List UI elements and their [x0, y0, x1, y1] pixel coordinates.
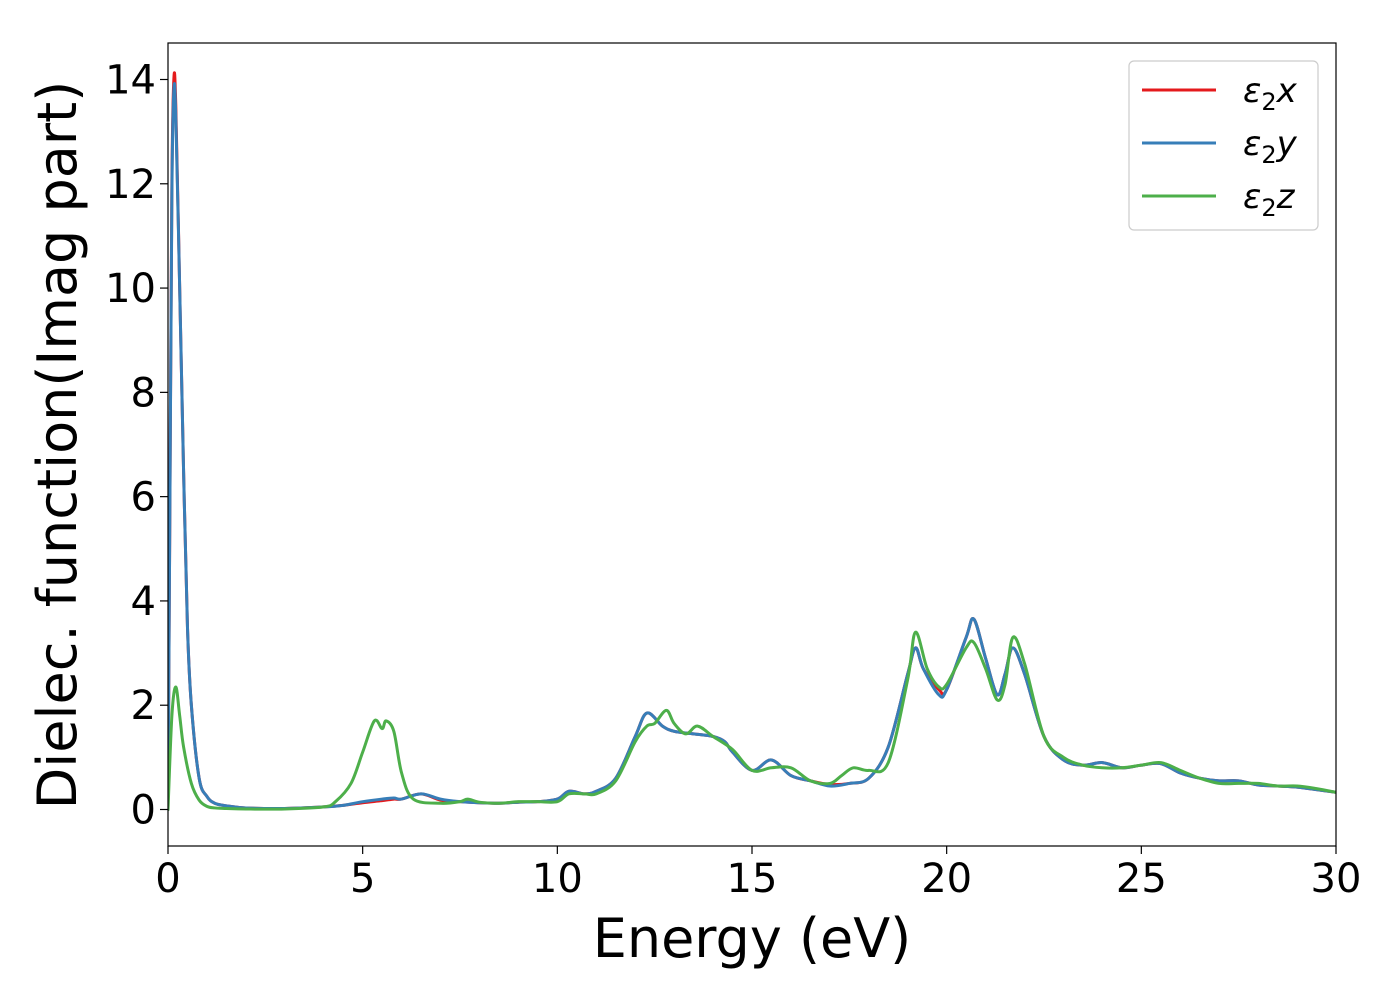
y-axis-title: Dielec. function(Imag part) — [26, 81, 89, 810]
y-tick-label: 8 — [131, 370, 156, 416]
legend-box — [1128, 60, 1319, 231]
legend-label-z: ε2z — [1243, 177, 1296, 222]
x-tick-label: 10 — [532, 856, 583, 902]
y-tick-label: 12 — [105, 162, 156, 208]
x-tick-label: 20 — [921, 856, 972, 902]
legend-label-y: ε2y — [1243, 124, 1298, 169]
y-tick-label: 10 — [105, 266, 156, 312]
y-tick-label: 6 — [131, 475, 156, 521]
y-tick-label: 14 — [105, 58, 156, 104]
y-tick-label: 2 — [131, 683, 156, 729]
series-layer — [168, 71, 1336, 811]
x-tick-label: 0 — [155, 856, 180, 902]
y-axis: 0 2 4 6 8 10 12 14 — [105, 58, 168, 834]
x-axis-title: Energy (eV) — [593, 907, 912, 970]
y-tick-label: 0 — [131, 788, 156, 834]
x-tick-label: 25 — [1116, 856, 1167, 902]
legend-label-x: ε2x — [1243, 71, 1298, 116]
y-tick-label: 4 — [131, 579, 156, 625]
x-tick-label: 30 — [1311, 856, 1362, 902]
x-axis: 0 5 10 15 20 25 30 — [155, 846, 1361, 902]
series-line-z — [168, 630, 1336, 811]
legend: ε2x ε2y ε2z — [1128, 60, 1319, 231]
x-tick-label: 5 — [350, 856, 375, 902]
x-tick-label: 15 — [727, 856, 778, 902]
